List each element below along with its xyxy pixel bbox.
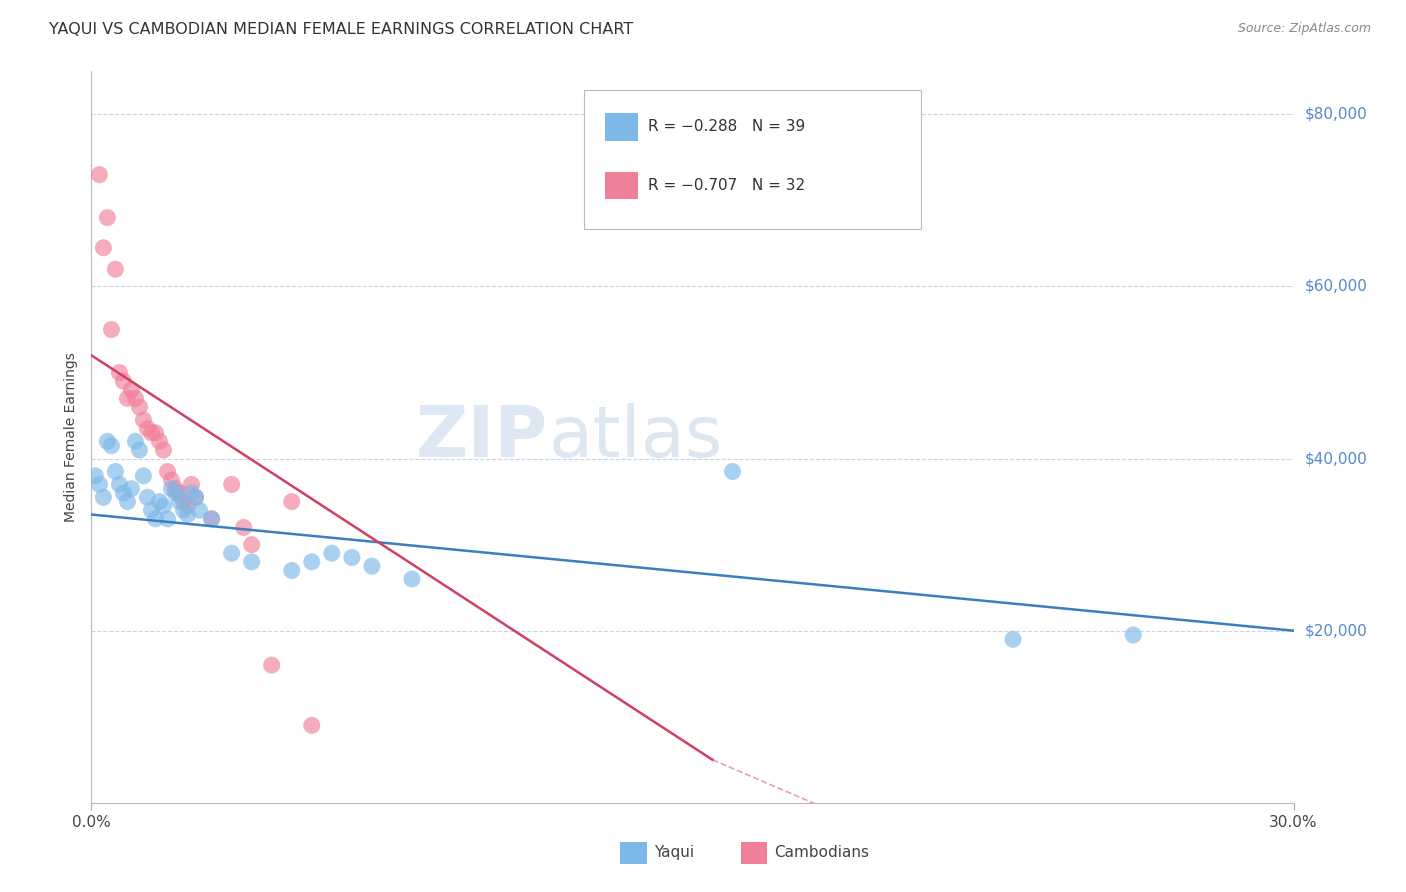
Text: R = −0.707   N = 32: R = −0.707 N = 32 [648,178,806,193]
Point [201,512,224,526]
Point [340,550,363,565]
Point [84,468,107,483]
Point [128,400,150,414]
Point [165,482,187,496]
Point [93,491,115,505]
Point [240,555,263,569]
Point [100,322,122,336]
Point [121,482,143,496]
Point [721,465,744,479]
Point [104,262,127,277]
Point [104,465,127,479]
Point [173,503,195,517]
Point [132,468,155,483]
Text: $80,000: $80,000 [1305,107,1368,122]
Point [156,465,179,479]
FancyBboxPatch shape [585,89,921,228]
Point [281,564,304,578]
Point [321,546,343,560]
Point [180,477,202,491]
Point [169,494,191,508]
Point [148,434,170,449]
Point [117,494,139,508]
Text: $60,000: $60,000 [1305,279,1368,294]
Point [301,555,323,569]
Point [221,546,243,560]
Point [132,413,155,427]
Point [141,425,163,440]
Y-axis label: Median Female Earnings: Median Female Earnings [65,352,79,522]
Point [152,442,174,457]
Text: YAQUI VS CAMBODIAN MEDIAN FEMALE EARNINGS CORRELATION CHART: YAQUI VS CAMBODIAN MEDIAN FEMALE EARNING… [49,22,634,37]
Point [184,491,207,505]
Point [117,392,139,406]
Point [260,658,283,673]
Text: Yaqui: Yaqui [654,845,695,860]
Point [93,241,115,255]
Text: Cambodians: Cambodians [775,845,869,860]
Point [1001,632,1024,647]
Point [128,442,150,457]
Point [201,512,224,526]
Point [112,486,135,500]
Point [240,538,263,552]
Point [89,168,111,182]
Point [96,211,118,225]
Text: atlas: atlas [548,402,723,472]
Bar [741,841,768,863]
Point [124,392,146,406]
Point [180,486,202,500]
Point [100,439,122,453]
Point [176,508,198,522]
Point [160,473,183,487]
Bar [605,113,638,141]
Point [281,494,304,508]
Text: R = −0.288   N = 39: R = −0.288 N = 39 [648,120,806,135]
Point [221,477,243,491]
Point [301,718,323,732]
Point [184,491,207,505]
Point [89,477,111,491]
Point [160,482,183,496]
Point [145,425,167,440]
Point [145,512,167,526]
Point [112,374,135,388]
Point [232,520,254,534]
Text: ZIP: ZIP [416,402,548,472]
Point [124,434,146,449]
Point [360,559,382,574]
Point [121,383,143,397]
Point [173,494,195,508]
Point [401,572,423,586]
Point [96,434,118,449]
Text: $40,000: $40,000 [1305,451,1368,467]
Bar [605,171,638,200]
Point [156,512,179,526]
Point [148,494,170,508]
Point [188,503,211,517]
Point [169,486,191,500]
Bar [620,841,647,863]
Point [165,486,187,500]
Point [108,366,131,380]
Point [108,477,131,491]
Point [136,491,159,505]
Text: $20,000: $20,000 [1305,624,1368,638]
Point [1122,628,1144,642]
Point [176,499,198,513]
Point [141,503,163,517]
Point [152,499,174,513]
Point [136,421,159,435]
Text: Source: ZipAtlas.com: Source: ZipAtlas.com [1237,22,1371,36]
